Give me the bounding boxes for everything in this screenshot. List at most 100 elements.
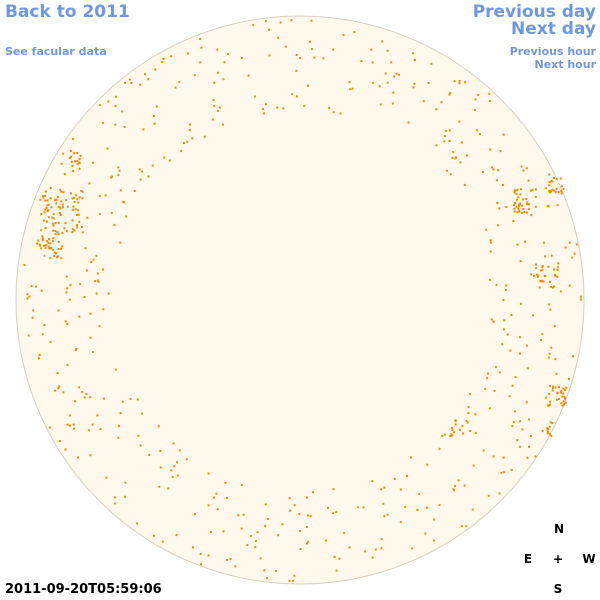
feature-speck	[89, 312, 92, 315]
feature-speck	[306, 526, 308, 528]
feature-speck	[32, 309, 35, 312]
feature-speck	[23, 264, 26, 266]
feature-speck	[118, 169, 121, 172]
feature-speck	[542, 280, 545, 283]
feature-speck	[41, 239, 44, 242]
feature-speck	[549, 403, 551, 406]
feature-speck	[516, 439, 519, 442]
feature-speck	[65, 291, 68, 294]
feature-speck	[472, 464, 475, 467]
next-day-link[interactable]: Next day	[511, 19, 596, 39]
feature-speck	[43, 324, 46, 326]
feature-speck	[449, 435, 452, 438]
feature-speck	[54, 198, 57, 201]
feature-speck	[441, 435, 444, 437]
feature-speck	[77, 213, 80, 216]
feature-speck	[40, 289, 43, 292]
see-facular-data-link[interactable]: See facular data	[5, 45, 107, 58]
feature-speck	[565, 386, 568, 389]
feature-speck	[512, 420, 515, 423]
feature-speck	[448, 139, 451, 142]
feature-speck	[242, 513, 245, 516]
feature-speck	[395, 72, 398, 75]
feature-speck	[78, 161, 81, 164]
feature-speck	[217, 71, 220, 74]
feature-speck	[274, 570, 277, 572]
feature-speck	[306, 542, 308, 545]
feature-speck	[200, 563, 202, 566]
feature-speck	[306, 514, 309, 517]
feature-speck	[473, 108, 476, 111]
feature-speck	[518, 203, 521, 206]
feature-speck	[332, 111, 335, 114]
feature-speck	[49, 197, 52, 200]
feature-speck	[49, 340, 52, 343]
feature-speck	[83, 396, 86, 399]
feature-speck	[562, 392, 565, 395]
feature-speck	[548, 392, 551, 395]
feature-speck	[62, 191, 65, 194]
feature-speck	[426, 463, 429, 466]
feature-speck	[527, 203, 530, 206]
feature-speck	[227, 53, 229, 56]
feature-speck	[43, 211, 46, 214]
feature-speck	[371, 61, 374, 64]
feature-speck	[550, 254, 553, 257]
feature-speck	[527, 179, 530, 182]
feature-speck	[71, 228, 74, 231]
feature-speck	[515, 193, 518, 196]
feature-speck	[520, 211, 523, 214]
feature-speck	[386, 49, 389, 52]
feature-speck	[543, 275, 546, 277]
feature-speck	[451, 156, 454, 159]
feature-speck	[562, 403, 565, 406]
feature-speck	[161, 540, 164, 543]
feature-speck	[539, 339, 542, 342]
feature-speck	[547, 265, 550, 268]
feature-speck	[48, 238, 51, 241]
feature-speck	[397, 73, 400, 76]
feature-speck	[41, 333, 44, 336]
feature-speck	[485, 228, 488, 231]
feature-speck	[579, 298, 582, 301]
feature-speck	[265, 20, 267, 23]
previous-day-link[interactable]: Previous day	[472, 2, 596, 22]
feature-speck	[151, 164, 154, 167]
feature-speck	[98, 103, 101, 106]
feature-speck	[475, 129, 478, 132]
feature-speck	[560, 402, 563, 405]
next-hour-link[interactable]: Next hour	[534, 58, 597, 71]
feature-speck	[168, 159, 171, 162]
back-to-year-link[interactable]: Back to 2011	[5, 2, 130, 22]
feature-speck	[509, 349, 512, 352]
feature-speck	[207, 554, 210, 557]
feature-speck	[328, 107, 331, 110]
feature-speck	[549, 281, 551, 284]
feature-speck	[339, 112, 342, 115]
feature-speck	[42, 244, 45, 247]
feature-speck	[142, 128, 145, 131]
feature-speck	[393, 478, 396, 480]
feature-speck	[384, 72, 387, 75]
feature-speck	[51, 216, 54, 219]
feature-speck	[561, 395, 564, 398]
feature-speck	[293, 574, 296, 577]
feature-speck	[435, 144, 438, 147]
feature-speck	[86, 216, 89, 219]
feature-speck	[518, 210, 521, 213]
feature-speck	[548, 190, 551, 193]
previous-hour-link[interactable]: Previous hour	[509, 45, 596, 58]
feature-speck	[163, 156, 166, 159]
feature-speck	[430, 62, 433, 65]
feature-speck	[534, 195, 537, 198]
feature-speck	[469, 393, 471, 396]
feature-speck	[76, 224, 78, 226]
feature-speck	[73, 196, 76, 199]
feature-speck	[505, 206, 508, 208]
feature-speck	[343, 532, 346, 535]
feature-speck	[66, 287, 69, 290]
feature-speck	[42, 194, 45, 197]
feature-speck	[556, 269, 559, 271]
feature-speck	[102, 397, 105, 400]
feature-speck	[107, 292, 110, 295]
